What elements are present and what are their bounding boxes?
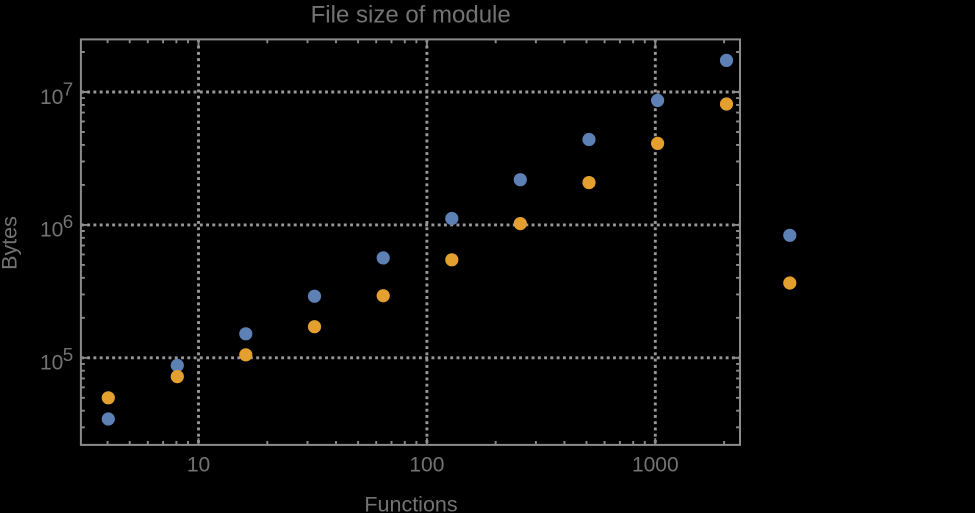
svg-text:100: 100 xyxy=(409,453,444,476)
svg-text:10: 10 xyxy=(40,219,63,242)
svg-text:Functions: Functions xyxy=(364,492,457,513)
svg-text:Bytes: Bytes xyxy=(0,216,22,270)
svg-text:6: 6 xyxy=(63,211,73,232)
svg-text:1000: 1000 xyxy=(632,453,679,476)
svg-text:10: 10 xyxy=(40,352,63,375)
svg-text:5: 5 xyxy=(63,344,73,365)
svg-text:10: 10 xyxy=(40,86,63,109)
svg-text:File size of module: File size of module xyxy=(311,1,511,28)
svg-text:7: 7 xyxy=(63,78,73,99)
svg-text:10: 10 xyxy=(187,453,210,476)
